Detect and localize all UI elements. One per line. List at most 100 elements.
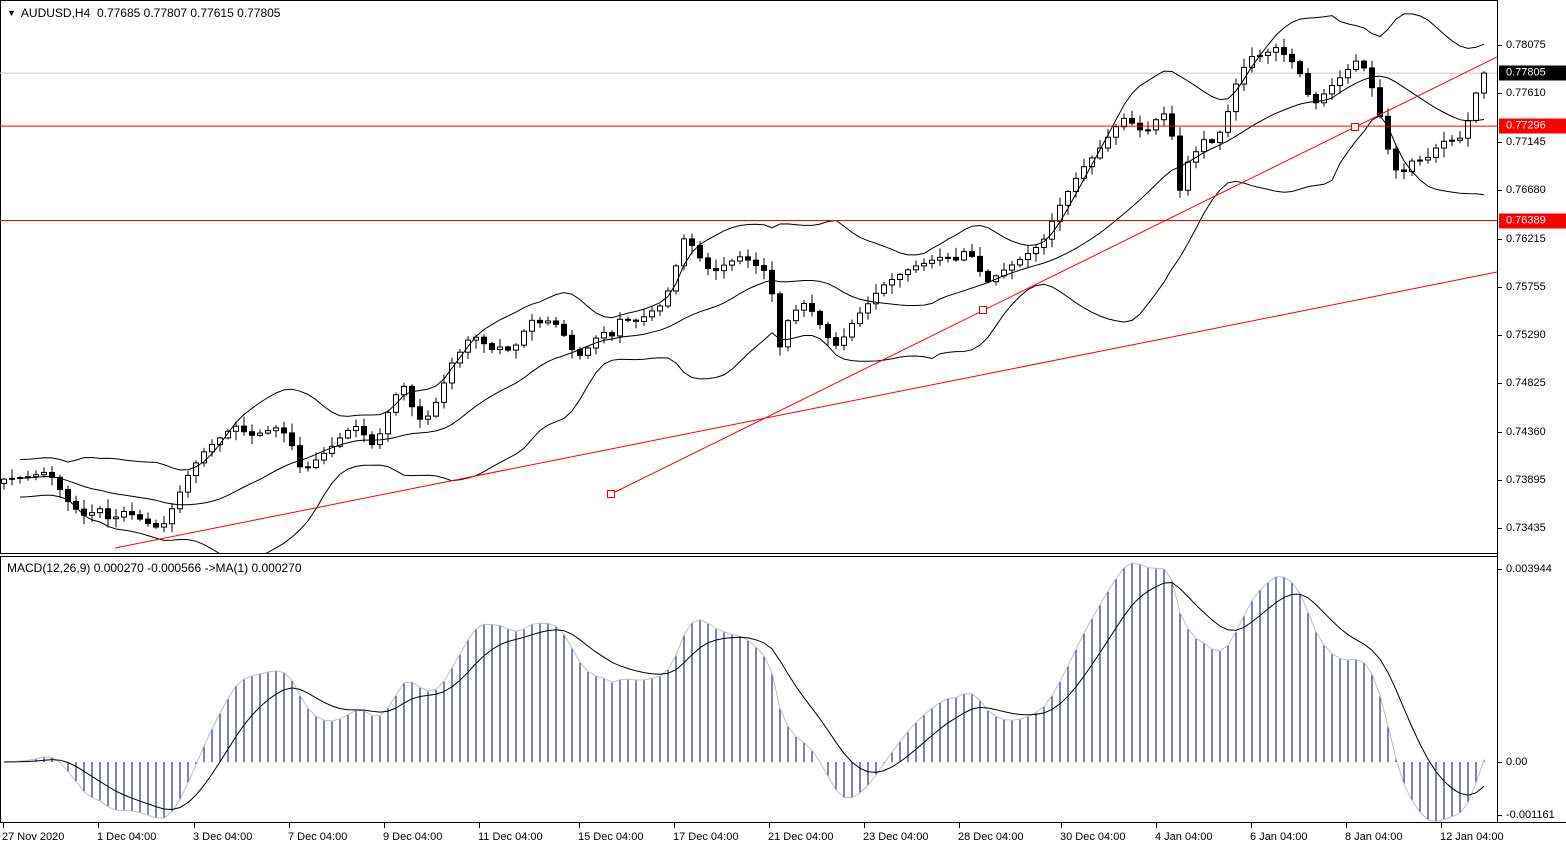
steep-uptrend-line-selected[interactable] [610, 56, 1497, 495]
time-axis-label: 4 Jan 04:00 [1155, 831, 1213, 843]
long-uptrend-line[interactable] [114, 271, 1497, 549]
price-axis-tick [1498, 528, 1502, 529]
candle [281, 421, 287, 443]
candle [297, 436, 303, 474]
time-axis-label: 28 Dec 04:00 [958, 831, 1024, 843]
candle [105, 499, 111, 528]
macd-axis-max-label: 0.003944 [1506, 563, 1552, 575]
time-axis-tick [1346, 823, 1347, 828]
candle [1081, 158, 1087, 182]
candle [1265, 48, 1271, 64]
candle [649, 306, 655, 322]
time-axis-tick [289, 823, 290, 828]
candle [1425, 148, 1431, 164]
candle [1041, 234, 1047, 255]
candle [1145, 121, 1151, 135]
trendline-anchor-marker[interactable] [1351, 123, 1359, 131]
symbol-dropdown-icon[interactable]: ▼ [7, 8, 16, 18]
candle [1249, 47, 1255, 73]
candle [489, 341, 495, 354]
candle [881, 281, 887, 297]
candle [921, 258, 927, 272]
trendline-anchor-marker[interactable] [607, 490, 615, 498]
price-axis-label: 0.76680 [1506, 184, 1546, 197]
candle [1241, 58, 1247, 92]
candle [745, 249, 751, 268]
candle [49, 465, 55, 486]
time-axis-label: 6 Jan 04:00 [1250, 831, 1308, 843]
candles-series [1, 38, 1487, 533]
bollinger-lower-band[interactable] [19, 114, 1485, 553]
candle [425, 410, 431, 426]
time-axis-tick [959, 823, 960, 828]
candle [945, 252, 951, 263]
candle [73, 495, 79, 514]
candle [977, 247, 983, 277]
price-axis-label: 0.78075 [1506, 39, 1546, 51]
macd-axis-tick [1498, 815, 1502, 816]
candle [361, 418, 367, 443]
candle [929, 255, 935, 269]
candle [353, 419, 359, 438]
candle [305, 461, 311, 472]
trendline-anchor-marker[interactable] [979, 306, 987, 314]
candle [1345, 64, 1351, 84]
candle [833, 332, 839, 350]
macd-pane-canvas[interactable] [0, 557, 1497, 822]
macd-signal-line[interactable] [3, 581, 1485, 811]
candle [1201, 130, 1207, 159]
time-axis-label: 12 Jan 04:00 [1440, 831, 1504, 843]
candle [825, 321, 831, 347]
candle [1457, 131, 1463, 144]
time-axis-tick [194, 823, 195, 828]
candle [417, 398, 423, 428]
candle [529, 314, 535, 341]
price-axis-tick [1498, 190, 1502, 192]
time-axis-tick [674, 823, 675, 828]
time-axis-tick [769, 823, 770, 828]
price-chart-canvas[interactable] [0, 0, 1497, 553]
price-axis[interactable]: 0.78075 0.77610 0.77145 0.76680 0.76215 0.757… [1497, 0, 1566, 822]
candle [1281, 38, 1287, 63]
time-axis-label: 1 Dec 04:00 [97, 831, 157, 843]
candle [1177, 127, 1183, 198]
candle [1217, 130, 1223, 151]
candle [537, 317, 543, 328]
candle [785, 318, 791, 352]
candle [121, 506, 127, 522]
candle [513, 343, 519, 359]
candle [241, 416, 247, 436]
candle [817, 309, 823, 330]
candle [585, 346, 591, 360]
candle [657, 303, 663, 316]
bollinger-middle-band[interactable] [19, 75, 1485, 506]
time-axis-label: 15 Dec 04:00 [578, 831, 644, 843]
candle [961, 248, 967, 262]
candle [177, 485, 183, 514]
candle [1305, 68, 1311, 98]
candle [689, 233, 695, 255]
time-axis[interactable]: 27 Nov 2020 1 Dec 04:00 3 Dec 04:00 7 Dec 0… [0, 822, 1566, 850]
candle [81, 499, 87, 525]
candle [1009, 261, 1015, 280]
candle [1393, 143, 1399, 179]
pane-separator[interactable] [0, 553, 1497, 557]
candle [345, 427, 351, 440]
price-axis-tick [1498, 334, 1502, 336]
candle [1025, 244, 1031, 268]
candle [1169, 105, 1175, 141]
candle [249, 424, 255, 445]
bollinger-upper-band[interactable] [19, 13, 1485, 471]
macd-main-line[interactable] [3, 562, 1485, 822]
candle [801, 300, 807, 317]
level-price-badge: 0.77296 [1499, 118, 1566, 134]
candle [225, 428, 231, 440]
time-axis-tick [479, 823, 480, 828]
candle [1401, 163, 1407, 180]
candle [1329, 78, 1335, 100]
time-axis-label: 27 Nov 2020 [2, 831, 65, 843]
candle [1441, 131, 1447, 158]
candle [889, 272, 895, 294]
time-axis-tick [384, 823, 385, 828]
candle [313, 452, 319, 470]
